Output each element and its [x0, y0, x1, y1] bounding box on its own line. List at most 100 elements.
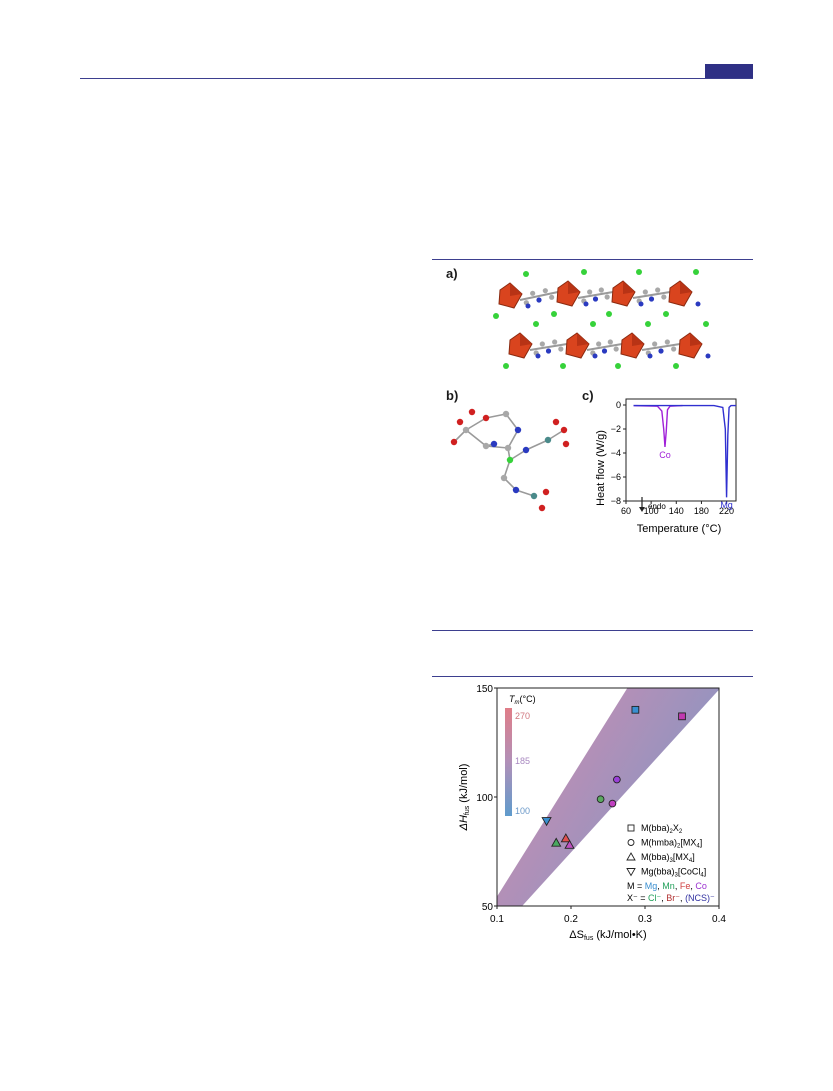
dsc-xtick-label: 180 [694, 506, 709, 516]
fusion-scatter-chart: Tm(°C) 270 185 100 0.1 0.2 0.3 0.4 150 1… [458, 684, 726, 942]
bond [525, 439, 549, 451]
data-point [596, 795, 605, 804]
dsc-ylabel: Heat flow (W/g) [595, 430, 607, 506]
octahedron-face [577, 333, 589, 346]
octahedron-face [520, 333, 532, 346]
octahedron-face [568, 281, 580, 294]
d-ytick: 100 [476, 793, 493, 804]
ligand-atom [545, 348, 552, 354]
ligand-atom [536, 297, 542, 303]
ligand-atom [592, 296, 599, 302]
atom [500, 474, 508, 482]
d-xlabel: ΔSfus (kJ/mol•K) [569, 929, 646, 942]
d-xtick: 0.3 [638, 914, 652, 925]
halide-atom [606, 311, 612, 317]
octahedron-face [680, 281, 692, 294]
atom [552, 418, 560, 426]
figure-top-rule [432, 259, 753, 260]
atom [542, 488, 550, 496]
halide-atom [581, 269, 587, 275]
ligand-chain [529, 343, 568, 351]
crystal-packing-illustration [493, 269, 711, 369]
data-point [608, 799, 617, 808]
dsc-ytick-label: 0 [616, 400, 621, 410]
ligand-atom [604, 294, 610, 300]
dsc-chart: Heat flow (W/g) Temperature (°C) endo 60… [595, 398, 737, 535]
halide-atom [493, 313, 499, 319]
bond [465, 417, 487, 431]
d-xtick: 0.1 [490, 914, 504, 925]
dsc-ytick-label: −6 [611, 472, 621, 482]
legend-label: M(hmba)2[MX4] [641, 838, 702, 850]
data-point [560, 833, 571, 843]
halide-atom [560, 363, 566, 369]
dsc-ytick-label: −4 [611, 448, 621, 458]
atom [462, 426, 470, 434]
panel-a-label: a) [446, 266, 458, 281]
atom [560, 426, 568, 434]
ligand-atom [539, 341, 545, 347]
nitrogen-atom [638, 301, 644, 307]
halide-atom [523, 271, 529, 277]
ligand-atom [613, 346, 619, 352]
ligand-atom [648, 296, 655, 302]
d-xtick: 0.4 [712, 914, 726, 925]
ligand-atom [558, 346, 564, 352]
header-rule [80, 78, 753, 79]
bond [465, 429, 487, 447]
colorbar [505, 708, 512, 816]
atom [512, 486, 520, 494]
nitrogen-atom [525, 303, 531, 309]
ligand-atom [652, 341, 658, 347]
atom [522, 446, 530, 454]
endo-arrowhead [639, 507, 645, 512]
ligand-atom [661, 294, 667, 300]
page-tab-marker [705, 64, 753, 78]
halide-atom [503, 363, 509, 369]
dsc-ytick-label: −2 [611, 424, 621, 434]
anion-color-key: X⁻ = Cl⁻, Br⁻, (NCS)⁻ [627, 893, 715, 903]
atom [514, 426, 522, 434]
colorbar-tick-185: 185 [515, 756, 530, 766]
panel-b-label: b) [446, 388, 459, 403]
atom [482, 442, 490, 450]
bond [485, 413, 507, 419]
d-ytick: 50 [482, 902, 494, 913]
figure2-top-rule [432, 676, 753, 677]
dsc-series-mg [633, 404, 736, 498]
dsc-xtick-label: 60 [621, 506, 631, 516]
atom [482, 414, 490, 422]
halide-atom [590, 321, 596, 327]
halide-atom [615, 363, 621, 369]
bond [485, 445, 509, 449]
ligand-atom [598, 287, 604, 293]
ligand-chain [577, 291, 614, 299]
ligand-atom [658, 348, 664, 354]
dsc-xtick-label: 220 [719, 506, 734, 516]
legend-label: Mg(bba)3[CoCl4] [641, 867, 706, 879]
atom [530, 492, 538, 500]
legend-symbol [627, 824, 635, 832]
octahedron-face [632, 333, 644, 346]
atom [562, 440, 570, 448]
halide-atom [636, 269, 642, 275]
halide-atom [673, 363, 679, 369]
ligand-atom [601, 348, 608, 354]
data-point [551, 837, 562, 847]
halide-atom [533, 321, 539, 327]
colorbar-title: Tm(°C) [509, 694, 536, 706]
nitrogen-atom [592, 353, 598, 359]
data-point [541, 817, 552, 827]
data-point [564, 839, 575, 849]
ligand-atom [664, 339, 670, 345]
panel-c-label: c) [582, 388, 594, 403]
atom [544, 436, 552, 444]
atom [502, 410, 510, 418]
bond [505, 413, 519, 431]
legend-label: M(bba)3[MX4] [641, 852, 695, 864]
ligand-atom [642, 289, 648, 295]
atom [456, 418, 464, 426]
dsc-label-co: Co [659, 450, 671, 460]
ligand-chain [586, 343, 623, 351]
molecular-structure-illustration [450, 408, 570, 512]
